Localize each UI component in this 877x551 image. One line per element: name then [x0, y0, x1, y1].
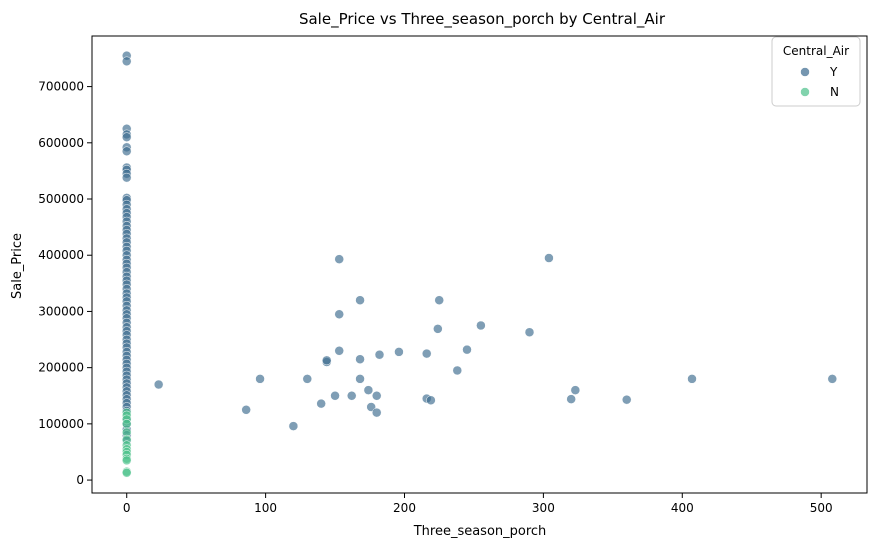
y-tick-label: 200000	[38, 361, 84, 375]
data-point-y	[374, 349, 385, 360]
y-tick-label: 0	[76, 473, 84, 487]
data-point-y	[355, 295, 365, 305]
data-point-y	[346, 391, 357, 401]
y-tick-label: 700000	[38, 80, 84, 94]
x-tick-label: 200	[393, 501, 416, 515]
data-point-y	[462, 344, 472, 355]
data-point-y	[121, 56, 132, 67]
data-point-y	[434, 295, 444, 305]
data-point-y	[452, 365, 463, 376]
plot-frame	[91, 35, 868, 494]
legend: Central_Air Y N	[771, 36, 861, 107]
data-points	[121, 50, 838, 478]
data-point-y	[426, 395, 436, 406]
data-point-y	[363, 385, 374, 395]
y-tick-label: 600000	[38, 136, 84, 150]
legend-label-n: N	[830, 85, 839, 99]
data-point-y	[153, 379, 164, 390]
data-point-y	[255, 374, 265, 384]
data-point-y	[687, 374, 697, 384]
data-point-y	[827, 374, 838, 384]
data-point-y	[371, 407, 382, 418]
y-tick-label: 300000	[38, 304, 84, 318]
data-point-y	[121, 146, 132, 156]
data-point-y	[394, 347, 404, 357]
data-point-y	[421, 348, 432, 359]
x-axis: 0 100 200 300 400 500	[123, 493, 833, 515]
data-point-y	[355, 374, 365, 384]
data-point-y	[544, 253, 554, 263]
data-point-y	[570, 385, 581, 395]
legend-marker-n	[800, 87, 810, 97]
data-point-y	[334, 346, 344, 356]
y-axis-label: Sale_Price	[10, 233, 25, 299]
data-point-y	[371, 391, 382, 401]
legend-title: Central_Air	[783, 44, 849, 58]
data-point-n	[121, 455, 132, 466]
data-point-y	[476, 320, 486, 331]
legend-marker-y	[800, 67, 810, 77]
y-tick-label: 500000	[38, 192, 84, 206]
data-point-y	[524, 327, 535, 337]
x-axis-label: Three_season_porch	[413, 524, 547, 539]
data-point-y	[355, 354, 365, 364]
data-point-y	[121, 132, 132, 142]
data-point-y	[334, 254, 344, 264]
y-tick-label: 400000	[38, 248, 84, 262]
x-tick-label: 400	[671, 501, 694, 515]
data-point-y	[621, 394, 632, 405]
legend-label-y: Y	[829, 65, 838, 79]
data-point-y	[121, 172, 132, 183]
data-point-y	[321, 355, 332, 366]
data-point-n	[121, 468, 132, 478]
data-point-y	[241, 405, 251, 415]
data-point-y	[334, 309, 344, 319]
chart-title: Sale_Price vs Three_season_porch by Cent…	[299, 10, 666, 29]
data-point-y	[330, 391, 340, 401]
data-point-n	[121, 419, 132, 429]
data-point-y	[302, 374, 313, 384]
x-tick-label: 0	[123, 501, 131, 515]
y-tick-label: 100000	[38, 417, 84, 431]
data-point-y	[433, 324, 443, 334]
data-point-y	[566, 394, 576, 404]
x-tick-label: 500	[810, 501, 833, 515]
legend-box	[771, 36, 861, 107]
y-axis: 0 100000 200000 300000 400000 500000 600000 700…	[38, 80, 92, 487]
data-point-y	[316, 398, 326, 409]
x-tick-label: 100	[254, 501, 277, 515]
x-tick-label: 300	[532, 501, 555, 515]
data-point-y	[288, 421, 299, 431]
